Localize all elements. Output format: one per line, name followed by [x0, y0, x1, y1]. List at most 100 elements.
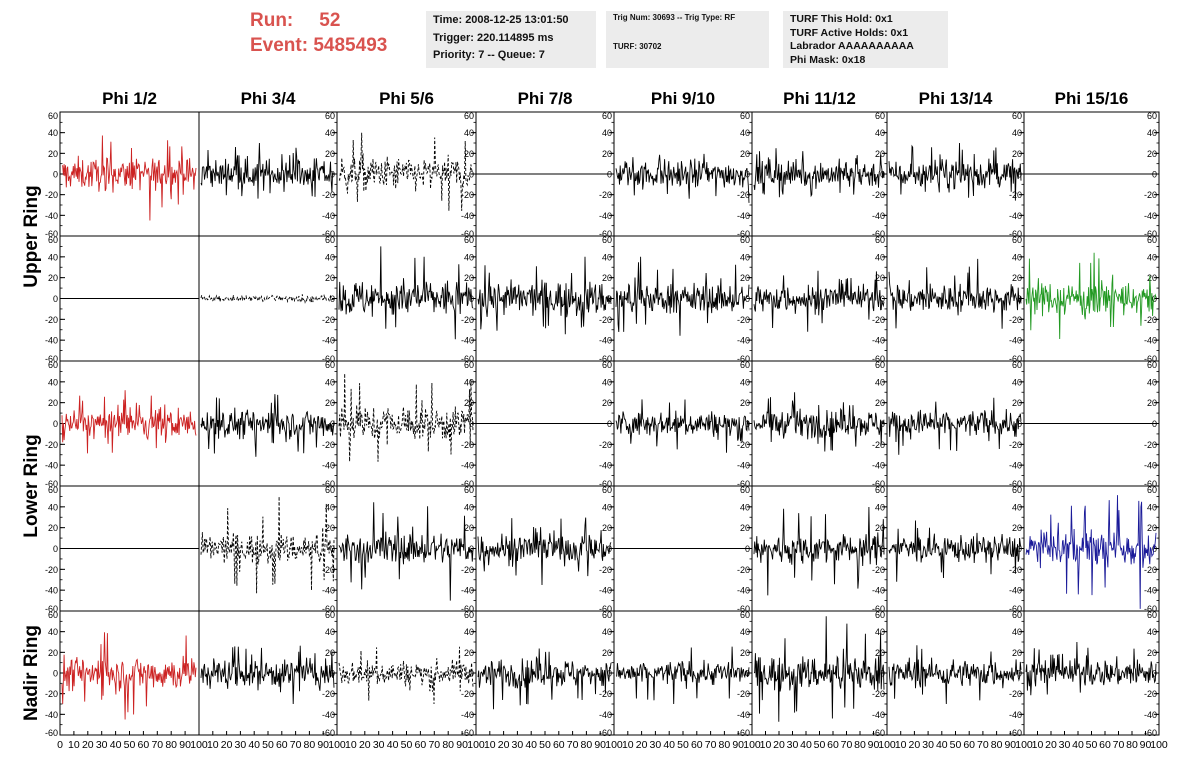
x-tick-label: 60: [691, 739, 703, 751]
y-tick-label: 40: [602, 252, 612, 262]
y-tick-label: -40: [322, 211, 335, 221]
y-tick-label: 60: [464, 610, 474, 620]
y-tick-label: 60: [740, 610, 750, 620]
y-tick-label: -20: [599, 315, 612, 325]
y-tick-label: 40: [464, 377, 474, 387]
waveform-trace: [61, 632, 197, 720]
y-tick-label: 20: [1012, 648, 1022, 658]
y-tick-label: 0: [1017, 170, 1022, 180]
y-tick-label: -40: [461, 211, 474, 221]
y-tick-label: 60: [602, 111, 612, 121]
x-tick-label: 100: [743, 739, 761, 751]
y-tick-label: 40: [1147, 502, 1157, 512]
y-tick-label: 0: [330, 419, 335, 429]
y-tick-label: 60: [740, 360, 750, 370]
y-tick-label: -60: [1009, 479, 1022, 489]
x-tick-label: 30: [512, 739, 524, 751]
y-tick-label: 60: [740, 485, 750, 495]
y-tick-label: -20: [322, 440, 335, 450]
y-tick-label: 60: [740, 111, 750, 121]
y-tick-label: 40: [740, 128, 750, 138]
y-tick-label: -40: [45, 336, 58, 346]
y-tick-label: 60: [1147, 235, 1157, 245]
y-tick-label: 0: [53, 419, 58, 429]
run-event-box: Run: 52 Event: 5485493: [250, 8, 420, 58]
info-phi-mask: Phi Mask: 0x18: [790, 53, 866, 66]
y-tick-label: 20: [740, 149, 750, 159]
y-tick-label: -60: [45, 604, 58, 614]
y-tick-label: -60: [45, 229, 58, 239]
y-tick-label: 40: [1147, 252, 1157, 262]
y-tick-label: 0: [53, 544, 58, 554]
y-tick-label: -40: [1144, 461, 1157, 471]
y-tick-label: -20: [872, 565, 885, 575]
waveform-trace: [200, 293, 335, 304]
waveform-trace: [338, 646, 474, 705]
y-tick-label: 20: [740, 273, 750, 283]
y-tick-label: 40: [875, 627, 885, 637]
x-tick-label: 90: [594, 739, 606, 751]
info-trig-num: Trig Num: 30693 -- Trig Type: RF: [613, 13, 736, 22]
y-tick-label: -40: [737, 336, 750, 346]
y-tick-label: 40: [602, 502, 612, 512]
y-tick-label: -60: [1144, 728, 1157, 738]
y-tick-label: -60: [737, 479, 750, 489]
y-tick-label: -60: [322, 229, 335, 239]
waveform-trace: [338, 373, 474, 462]
x-tick-label: 30: [235, 739, 247, 751]
waveform-trace: [200, 496, 335, 594]
waveform-trace: [200, 394, 335, 457]
y-tick-label: -20: [1144, 689, 1157, 699]
x-tick-label: 10: [484, 739, 496, 751]
y-tick-label: 60: [1147, 485, 1157, 495]
x-tick-label: 60: [415, 739, 427, 751]
y-tick-label: 20: [602, 523, 612, 533]
y-tick-label: 40: [464, 252, 474, 262]
y-tick-label: -20: [322, 689, 335, 699]
y-tick-label: 0: [1017, 294, 1022, 304]
y-tick-label: 60: [602, 360, 612, 370]
y-tick-label: 20: [1012, 398, 1022, 408]
y-tick-label: -20: [461, 565, 474, 575]
y-tick-label: -40: [737, 211, 750, 221]
y-tick-label: 40: [740, 627, 750, 637]
y-tick-label: 40: [325, 128, 335, 138]
info-box-trig: Trig Num: 30693 -- Trig Type: RF TURF: 3…: [606, 11, 769, 68]
panel-frame: [475, 485, 615, 612]
y-tick-label: -60: [1144, 229, 1157, 239]
y-tick-label: 0: [1152, 544, 1157, 554]
y-tick-label: -40: [872, 211, 885, 221]
x-tick-label: 80: [581, 739, 593, 751]
y-tick-label: 20: [1147, 149, 1157, 159]
waveform-trace: [888, 520, 1022, 582]
y-tick-label: 40: [602, 627, 612, 637]
x-tick-label: 60: [1099, 739, 1111, 751]
y-tick-label: 40: [1012, 252, 1022, 262]
waveform-trace: [1025, 641, 1157, 696]
y-tick-label: 60: [325, 111, 335, 121]
x-tick-label: 80: [442, 739, 454, 751]
y-tick-label: 20: [1012, 273, 1022, 283]
y-tick-label: -20: [461, 440, 474, 450]
x-tick-label: 80: [165, 739, 177, 751]
y-tick-label: -60: [737, 604, 750, 614]
y-tick-label: 20: [740, 648, 750, 658]
x-tick-label: 70: [977, 739, 989, 751]
y-tick-label: -60: [1009, 604, 1022, 614]
ring-label: Lower Ring: [21, 434, 42, 537]
y-tick-label: -60: [872, 479, 885, 489]
y-tick-label: -60: [322, 479, 335, 489]
x-tick-label: 90: [1140, 739, 1152, 751]
y-tick-label: 60: [325, 610, 335, 620]
y-tick-label: -20: [45, 440, 58, 450]
ring-label: Upper Ring: [21, 185, 42, 287]
y-tick-label: 20: [1012, 149, 1022, 159]
y-tick-label: 60: [875, 610, 885, 620]
run-value: 52: [319, 10, 341, 31]
x-tick-label: 70: [151, 739, 163, 751]
y-tick-label: 40: [875, 128, 885, 138]
y-tick-label: 20: [740, 523, 750, 533]
column-header: Phi 7/8: [518, 89, 573, 108]
y-tick-label: -40: [1144, 586, 1157, 596]
x-tick-label: 20: [909, 739, 921, 751]
